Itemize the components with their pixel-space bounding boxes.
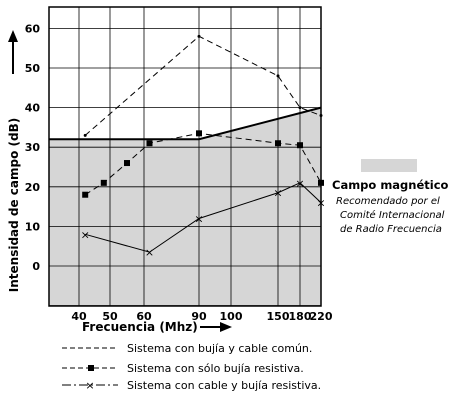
series-line-3	[85, 182, 322, 253]
data-point-vertex	[298, 106, 302, 110]
y-tick-label: 60	[25, 22, 41, 35]
legend-label: Sistema con cable y bujía resistiva.	[127, 379, 321, 392]
legend-item: × Sistema con cable y bujía resistiva.	[62, 379, 321, 392]
series-legend: Sistema con bujía y cable común. Sistema…	[62, 342, 321, 392]
y-tick-label: 20	[25, 181, 41, 194]
region-legend-note-2: Comité Internacional	[340, 209, 445, 221]
x-axis-arrowhead	[220, 322, 232, 332]
x-axis-title-group: Frecuencia (Mhz)	[82, 320, 232, 334]
data-point-square	[100, 179, 107, 186]
region-legend: Campo magnético Recomendado por el Comit…	[332, 159, 449, 235]
region-legend-swatch	[361, 159, 417, 172]
y-tick-label: 50	[25, 62, 41, 75]
series-line-2	[84, 132, 322, 196]
data-point-x: ×	[295, 177, 304, 190]
data-point-x: ×	[145, 246, 154, 259]
x-tick-label: 40	[71, 310, 87, 323]
y-tick-label: 10	[25, 220, 41, 233]
grid	[49, 7, 322, 307]
data-point-x: ×	[81, 228, 90, 241]
data-point-square	[275, 140, 281, 147]
region-legend-title: Campo magnético	[332, 178, 449, 192]
data-point-x: ×	[316, 197, 325, 210]
series-group: × × × × × ×	[81, 34, 326, 259]
data-point-square	[124, 160, 130, 167]
region-legend-note-1: Recomendado por el	[336, 196, 440, 207]
x-tick-label: 180	[289, 310, 312, 323]
data-point-square	[196, 130, 202, 137]
x-tick-label: 90	[191, 310, 207, 323]
data-point-square	[146, 140, 153, 147]
y-tick-label: 30	[25, 141, 41, 154]
y-tick-labels: 0 10 20 30 40 50 60	[25, 22, 41, 273]
legend-x-marker: ×	[85, 379, 94, 392]
y-axis-title: Intensidad de campo (dB)	[7, 118, 21, 292]
recommended-field-region	[49, 107, 321, 306]
data-point-vertex	[83, 133, 87, 137]
legend-item: Sistema con sólo bujía resistiva.	[62, 362, 304, 375]
x-tick-label: 100	[220, 310, 243, 323]
data-point-x: ×	[194, 212, 203, 225]
legend-item: Sistema con bujía y cable común.	[62, 342, 312, 355]
legend-square-marker	[88, 365, 94, 371]
region-legend-note-3: de Radio Frecuencia	[340, 224, 442, 235]
x-tick-label: 220	[310, 310, 333, 323]
y-tick-label: 0	[32, 260, 40, 273]
data-point-square	[318, 179, 324, 186]
legend-label: Sistema con sólo bujía resistiva.	[127, 362, 304, 375]
x-tick-label: 60	[136, 310, 152, 323]
legend-label: Sistema con bujía y cable común.	[127, 342, 312, 355]
series-line-1	[84, 35, 322, 136]
data-point-x: ×	[273, 187, 282, 200]
x-tick-label: 150	[267, 310, 290, 323]
x-axis-title: Frecuencia (Mhz)	[82, 320, 198, 334]
y-tick-label: 40	[25, 102, 41, 115]
data-point-square	[82, 191, 89, 198]
y-axis-arrowhead	[8, 30, 18, 42]
data-point-vertex	[276, 74, 280, 78]
y-axis-title-group: Intensidad de campo (dB)	[7, 30, 21, 292]
data-point-square	[297, 142, 303, 149]
data-point-vertex	[197, 34, 201, 38]
data-point-vertex	[319, 114, 323, 118]
x-tick-label: 50	[102, 310, 118, 323]
plot-frame	[48, 6, 322, 307]
